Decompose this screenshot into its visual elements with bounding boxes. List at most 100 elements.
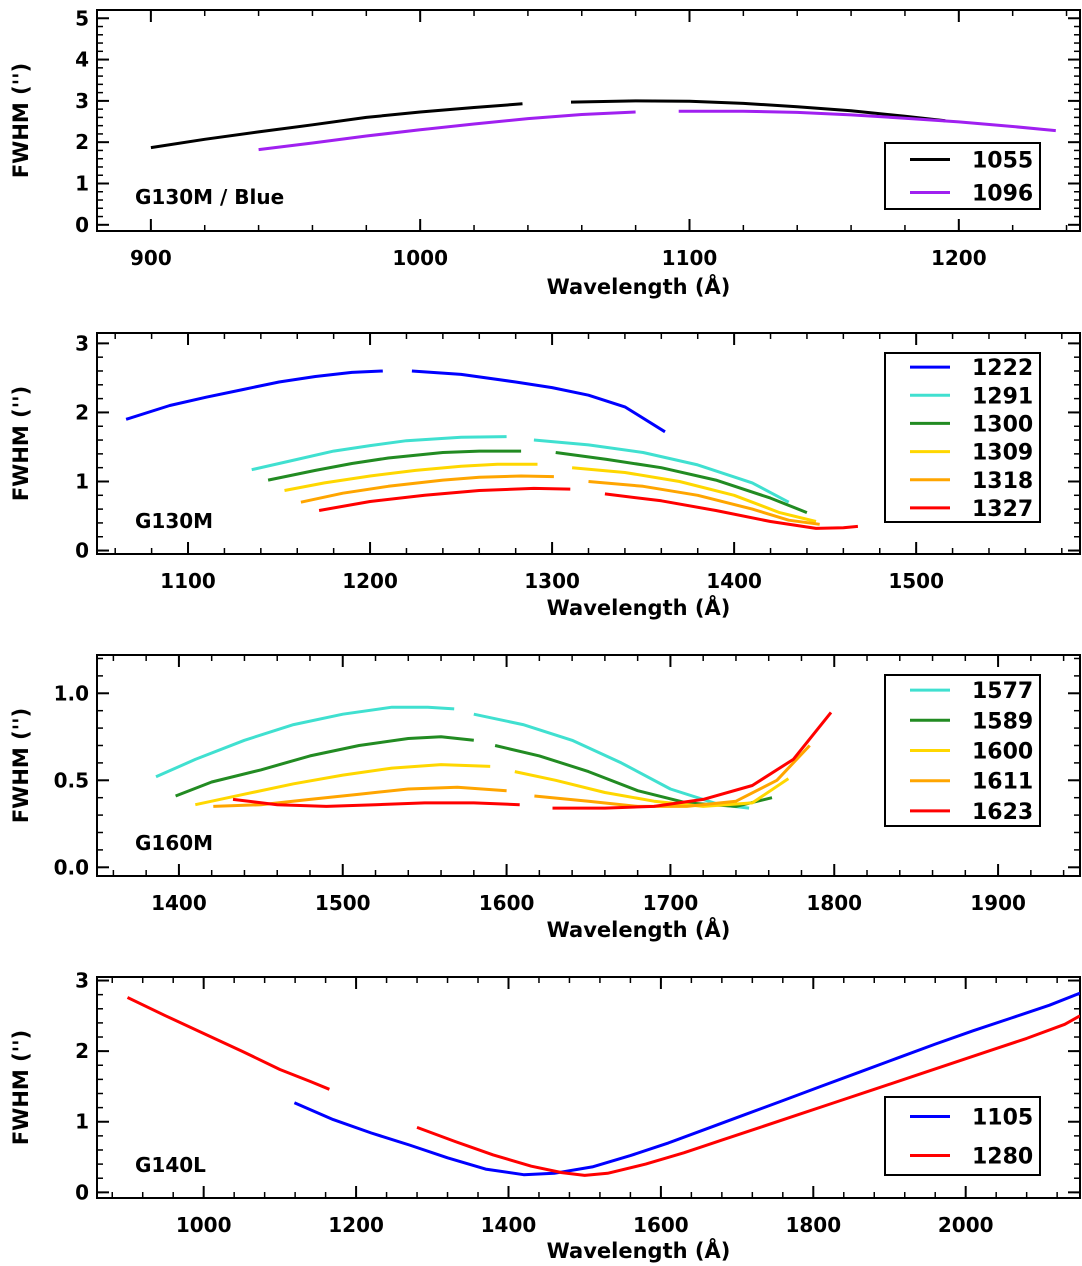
legend-entry: 1055: [972, 149, 1033, 174]
x-tick-label: 1600: [479, 891, 535, 915]
y-tick-label: 0.5: [54, 768, 89, 792]
legend-entry: 1318: [972, 469, 1033, 494]
legend-entry: 1577: [972, 679, 1033, 704]
x-tick-label: 900: [130, 246, 172, 270]
series-line-1291: [251, 435, 507, 472]
y-tick-label: 0: [75, 539, 89, 563]
y-tick-label: 4: [75, 48, 89, 72]
plot-frame: [96, 976, 1081, 1199]
legend-box: [884, 674, 1041, 827]
x-tick-label: 1100: [160, 569, 216, 593]
series-line-1309: [571, 466, 817, 523]
series-group: [150, 99, 1056, 152]
panel-label: G130M: [135, 509, 213, 533]
x-tick-label: 1100: [662, 246, 718, 270]
x-axis-label: Wavelength (Å): [547, 1238, 731, 1263]
x-tick-label: 1400: [706, 569, 762, 593]
series-line-1318: [588, 480, 820, 526]
legend-entry: 1611: [972, 770, 1033, 795]
series-line-1327: [604, 492, 859, 530]
series-line-1309: [284, 462, 538, 492]
x-tick-label: 1400: [481, 1213, 537, 1237]
x-tick-label: 1200: [342, 569, 398, 593]
y-tick-label: 0.0: [54, 855, 89, 879]
panel-label: G160M: [135, 831, 213, 855]
x-tick-label: 1700: [643, 891, 699, 915]
legend: 1105 1280: [884, 1096, 1041, 1176]
x-tick-label: 2000: [938, 1213, 994, 1237]
series-group: [126, 991, 1080, 1177]
y-tick-label: 1: [75, 469, 89, 493]
series-line-1589: [175, 735, 474, 798]
series-line-1577: [155, 705, 455, 779]
x-tick-label: 1400: [151, 891, 207, 915]
x-axis-label: Wavelength (Å): [547, 917, 731, 942]
x-tick-label: 1000: [176, 1213, 232, 1237]
series-line-1222: [411, 369, 666, 434]
legend-entry: 1096: [972, 182, 1033, 207]
series-line-1589: [494, 744, 773, 808]
x-tick-label: 1000: [392, 246, 448, 270]
series-line-1055: [150, 102, 523, 150]
series-group: [125, 369, 859, 530]
y-tick-label: 3: [75, 331, 89, 355]
legend-entry: 1291: [972, 384, 1033, 409]
legend-entry: 1327: [972, 497, 1033, 522]
legend-entry: 1105: [972, 1106, 1033, 1131]
series-line-1291: [533, 438, 790, 504]
y-tick-label: 0: [75, 213, 89, 237]
series-line-1300: [555, 451, 808, 514]
x-tick-label: 1200: [931, 246, 987, 270]
legend: 1055 1096: [884, 142, 1041, 210]
legend: 1222 1291 1300 1309 1318 1327: [884, 352, 1041, 523]
legend-entry: 1623: [972, 800, 1033, 825]
y-axis-label: FWHM (''): [9, 386, 33, 501]
y-axis-label: FWHM (''): [9, 1030, 33, 1145]
panel-3: 1000 1200 1400 1600 1800 2000 0 1 2 3 Wavelength (…: [9, 969, 1081, 1263]
series-group: [155, 705, 833, 810]
series-line-1055: [570, 99, 946, 123]
x-tick-label: 1500: [888, 569, 944, 593]
y-tick-label: 0: [75, 1180, 89, 1204]
y-axis-label: FWHM (''): [9, 63, 33, 178]
x-tick-label: 1800: [785, 1213, 841, 1237]
x-axis-label: Wavelength (Å): [547, 274, 731, 299]
legend-entry: 1300: [972, 412, 1033, 437]
legend-entry: 1309: [972, 441, 1033, 466]
panel-2: 1400 1500 1600 1700 1800 1900 0.0 0.5 1.0 Wavelen…: [9, 654, 1081, 942]
panel-label: G140L: [135, 1153, 206, 1177]
legend-box: [884, 142, 1041, 210]
plot-frame: [96, 654, 1081, 877]
legend-entry: 1280: [972, 1145, 1033, 1170]
y-tick-label: 1: [75, 171, 89, 195]
series-line-1096: [258, 110, 636, 152]
series-line-1623: [552, 711, 833, 810]
y-tick-label: 1.0: [54, 681, 89, 705]
x-tick-label: 1300: [524, 569, 580, 593]
series-line-1600: [194, 763, 491, 807]
y-tick-label: 2: [75, 400, 89, 424]
series-line-1318: [300, 474, 554, 504]
y-tick-label: 3: [75, 89, 89, 113]
series-line-1096: [678, 109, 1056, 133]
panel-label: G130M / Blue: [135, 185, 284, 209]
series-line-1611: [534, 744, 811, 808]
y-tick-label: 2: [75, 130, 89, 154]
series-line-1611: [213, 785, 507, 808]
x-tick-label: 1800: [806, 891, 862, 915]
legend-box: [884, 352, 1041, 523]
x-tick-label: 1500: [315, 891, 371, 915]
series-line-1623: [232, 797, 520, 808]
panel-1: 1100 1200 1300 1400 1500 0 1 2 3 Wavelength (Å) FW…: [9, 331, 1081, 620]
series-line-1600: [514, 770, 790, 808]
series-line-1300: [267, 449, 522, 482]
y-tick-label: 3: [75, 969, 89, 993]
legend: 1577 1589 1600 1611 1623: [884, 674, 1041, 827]
legend-entry: 1222: [972, 356, 1033, 381]
x-tick-label: 1600: [633, 1213, 689, 1237]
legend-entry: 1600: [972, 740, 1033, 765]
series-line-1280: [416, 1014, 1080, 1177]
series-line-1327: [318, 486, 571, 512]
series-line-1222: [125, 369, 383, 421]
